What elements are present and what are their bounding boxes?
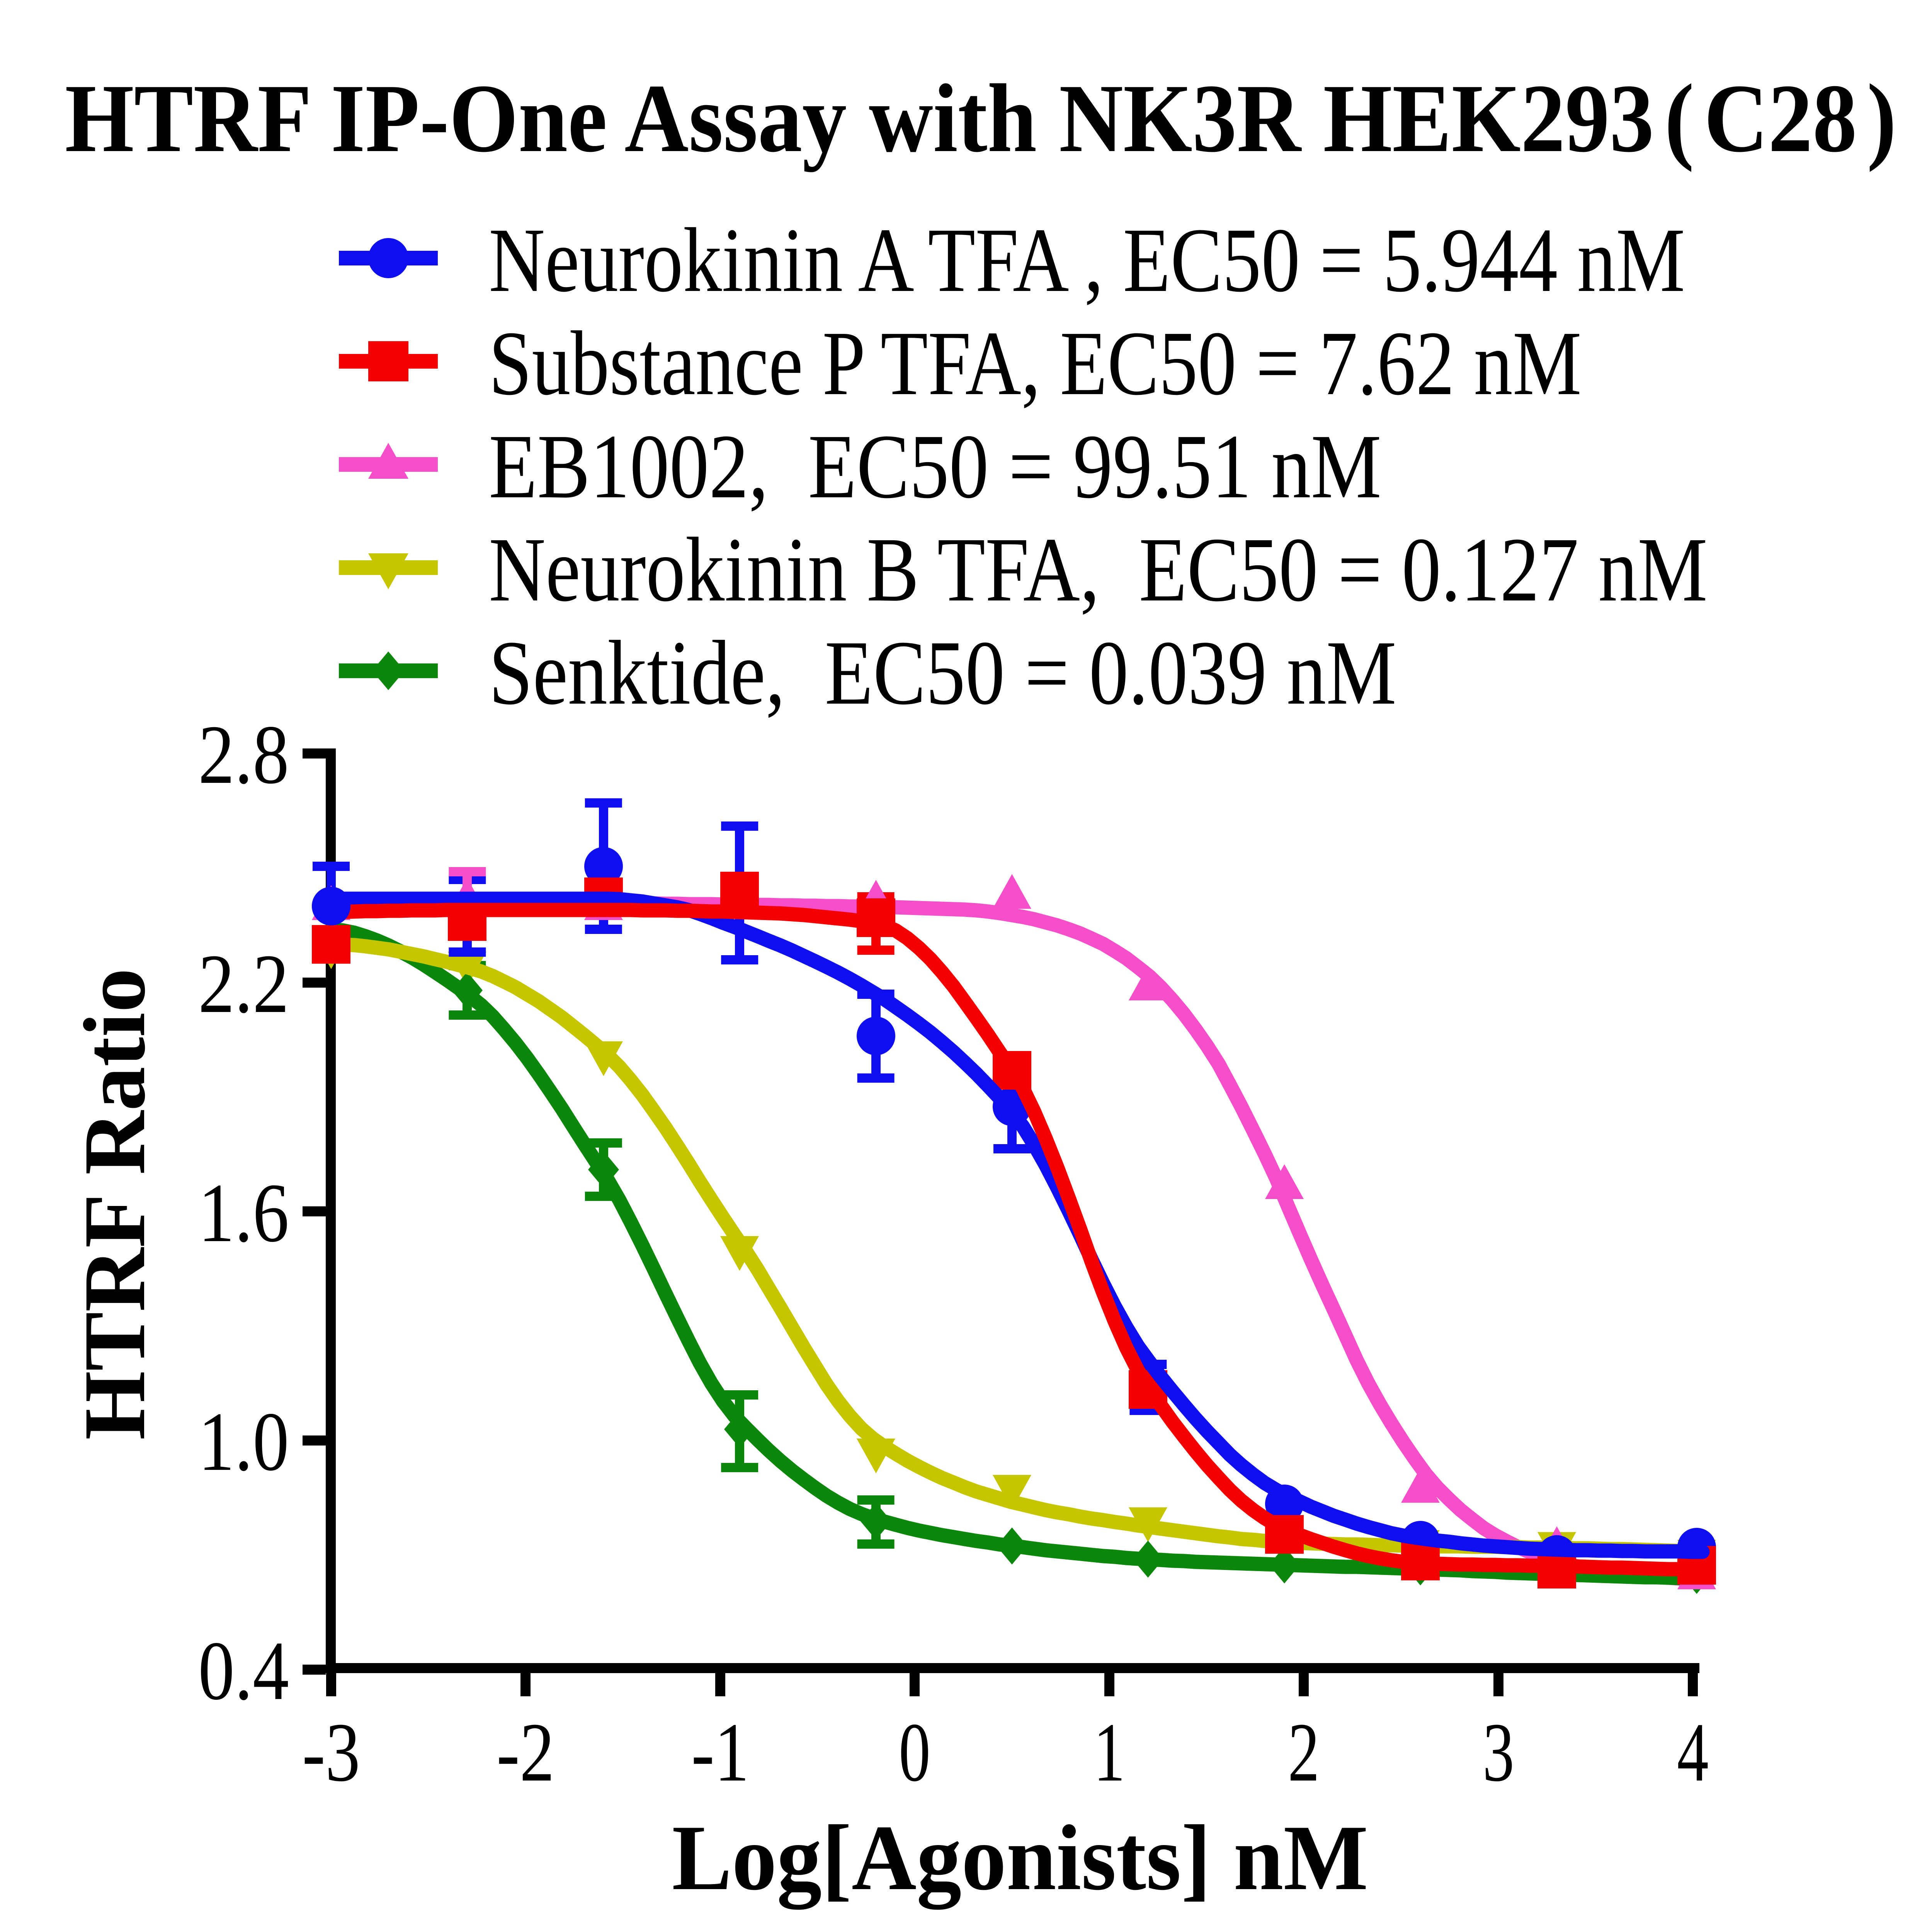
svg-text:Log[Agonists] nM: Log[Agonists] nM xyxy=(672,1806,1368,1910)
svg-text:Neurokinin B TFA, EC50 = 0.12: Neurokinin B TFA, EC50 = 0.127 nM xyxy=(489,519,1708,621)
svg-text:1.0: 1.0 xyxy=(198,1395,289,1488)
svg-text:-3: -3 xyxy=(302,1706,360,1799)
svg-text:3: 3 xyxy=(1483,1706,1514,1799)
svg-text:2: 2 xyxy=(1288,1706,1320,1799)
svg-text:2.2: 2.2 xyxy=(198,937,289,1031)
svg-text:1.6: 1.6 xyxy=(198,1167,289,1260)
svg-text:Senktide, EC50 = 0.039 nM: Senktide, EC50 = 0.039 nM xyxy=(489,622,1396,724)
svg-text:1: 1 xyxy=(1094,1706,1125,1799)
svg-text:0.4: 0.4 xyxy=(198,1624,289,1718)
svg-text:EB1002, EC50 = 99.51 nM: EB1002, EC50 = 99.51 nM xyxy=(489,416,1381,517)
svg-text:2.8: 2.8 xyxy=(198,708,289,801)
svg-text:0: 0 xyxy=(899,1706,930,1799)
svg-text:-2: -2 xyxy=(497,1706,554,1799)
svg-text:HTRF Ratio: HTRF Ratio xyxy=(66,968,163,1440)
svg-text:HTRF IP-One Assay with NK3R HE: HTRF IP-One Assay with NK3R HEK293(C28) xyxy=(65,64,1896,172)
svg-text:Neurokinin A TFA , EC50 = 5.94: Neurokinin A TFA , EC50 = 5.944 nM xyxy=(489,209,1685,311)
svg-text:Substance P TFA, EC50 = 7.62 n: Substance P TFA, EC50 = 7.62 nM xyxy=(489,313,1582,414)
svg-text:4: 4 xyxy=(1677,1706,1709,1799)
svg-text:-1: -1 xyxy=(691,1706,749,1799)
